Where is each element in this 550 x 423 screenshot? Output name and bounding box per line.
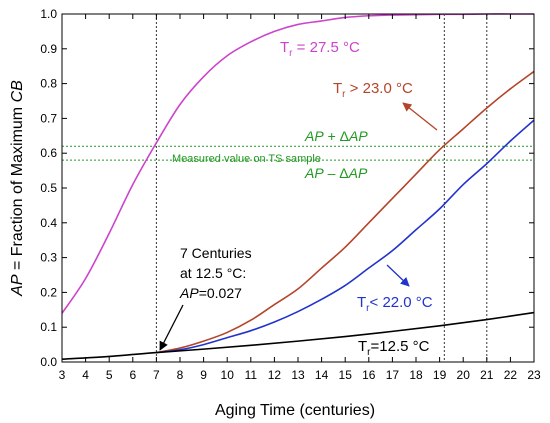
x-tick-label: 3: [59, 368, 66, 382]
arrow-to-brown-curve: [402, 102, 438, 131]
label-lower-band: AP – ΔAP: [304, 165, 368, 181]
x-tick-label: 9: [200, 368, 207, 382]
series-line-1: [156, 70, 535, 354]
y-tick-label: 0.3: [40, 251, 57, 265]
y-tick-label: 0.5: [40, 181, 57, 195]
y-tick-label: 1.0: [40, 7, 57, 21]
x-tick-label: 21: [480, 368, 494, 382]
y-tick-label: 0.1: [40, 320, 57, 334]
label-centuries-2: at 12.5 °C:: [180, 265, 246, 281]
y-axis-label: AP = Fraction of Maximum CB: [9, 80, 26, 297]
x-tick-label: 23: [527, 368, 541, 382]
x-tick-label: 16: [362, 368, 376, 382]
x-tick-label: 13: [291, 368, 305, 382]
arrow-to-blue-curve: [386, 264, 410, 287]
label-centuries-3: AP=0.027: [179, 285, 242, 301]
x-tick-label: 11: [245, 368, 258, 382]
y-tick-label: 0.2: [40, 285, 57, 299]
x-tick-label: 8: [177, 368, 184, 382]
label-measured: Measured value on TS sample: [172, 153, 321, 165]
label-tr-27-5: Tr = 27.5 °C: [280, 39, 360, 59]
x-axis-label: Aging Time (centuries): [215, 402, 375, 419]
x-tick-label: 15: [339, 368, 353, 382]
x-tick-label: 4: [82, 368, 89, 382]
x-tick-label: 18: [409, 368, 423, 382]
label-tr-22-0: Tr< 22.0 °C: [357, 294, 433, 314]
axis-ticks: 3 4 5 6 7 8 9 10 11 12 13 14 15 16 17 18 19 20 21 22 23 0.0 0.…: [40, 7, 541, 382]
y-tick-label: 0.9: [40, 42, 57, 56]
x-tick-label: 22: [504, 368, 518, 382]
y-tick-label: 0.7: [40, 111, 57, 125]
label-tr-12-5: Tr=12.5 °C: [358, 338, 430, 358]
x-tick-label: 10: [221, 368, 235, 382]
x-tick-label: 6: [129, 368, 136, 382]
reference-lines: [62, 14, 534, 362]
x-tick-label: 7: [153, 368, 160, 382]
x-tick-label: 19: [433, 368, 447, 382]
plot-frame: [61, 13, 535, 363]
series-line-3: [61, 311, 535, 361]
label-tr-23-0: Tr > 23.0 °C: [333, 80, 413, 100]
y-tick-label: 0.6: [40, 146, 57, 160]
x-tick-label: 12: [268, 368, 282, 382]
series-lines: [61, 13, 535, 361]
x-tick-label: 17: [386, 368, 400, 382]
series-line-2: [156, 119, 535, 354]
y-tick-label: 0.0: [40, 355, 57, 369]
x-tick-label: 14: [315, 368, 329, 382]
y-tick-label: 0.8: [40, 77, 57, 91]
label-centuries-1: 7 Centuries: [180, 245, 252, 261]
y-tick-label: 0.4: [40, 216, 57, 230]
x-tick-label: 5: [106, 368, 113, 382]
label-upper-band: AP + ΔAP: [304, 128, 368, 144]
arrow-to-black-curve: [159, 304, 184, 351]
x-tick-label: 20: [457, 368, 471, 382]
